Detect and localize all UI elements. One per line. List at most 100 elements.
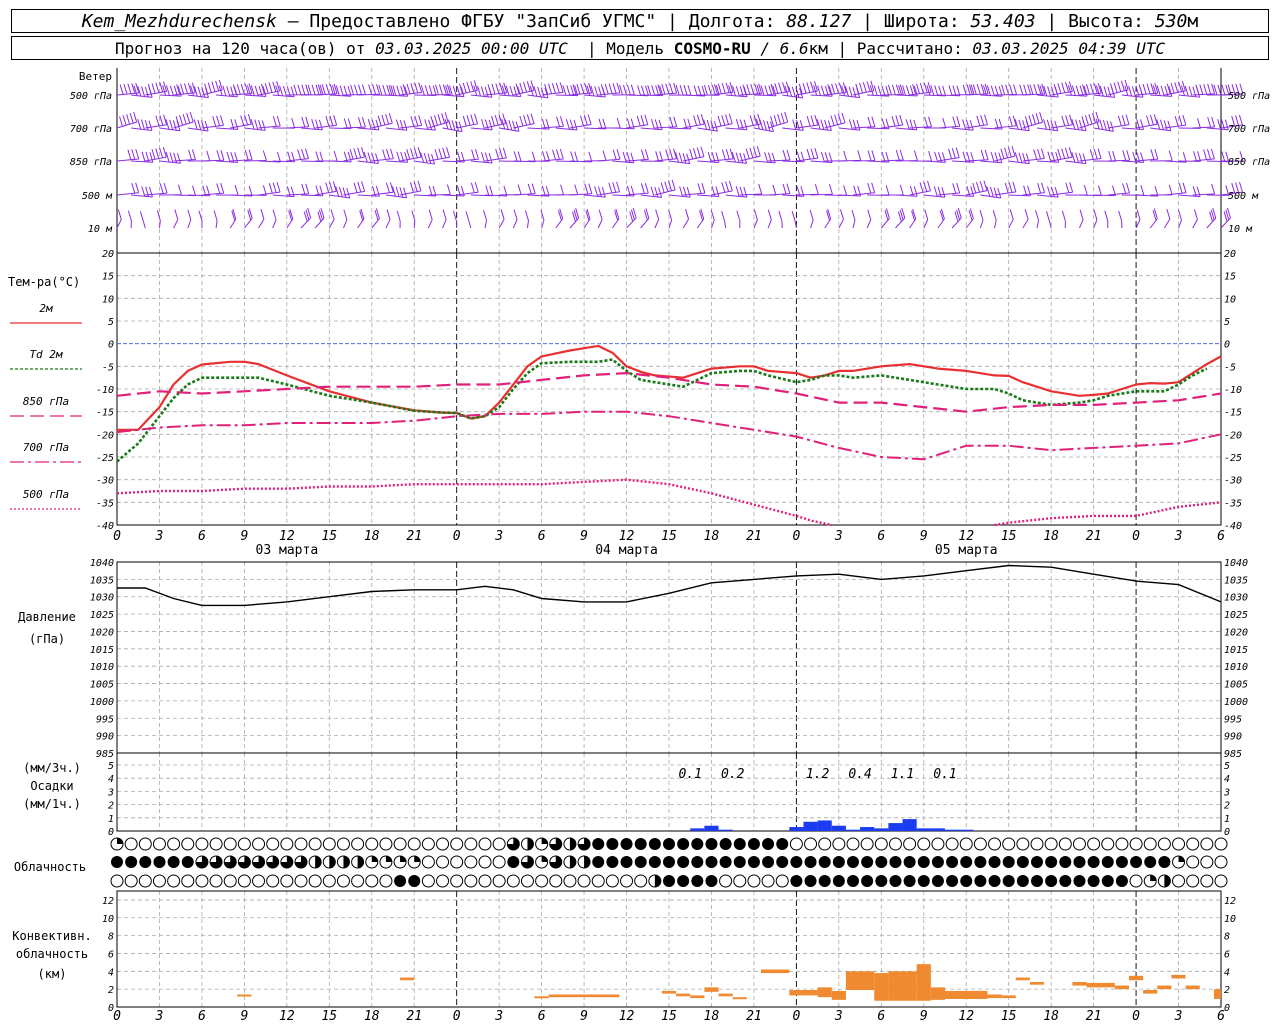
wind-barb-feather (941, 152, 946, 163)
conv-bar-6 (690, 995, 705, 999)
temp-series-5 (994, 501, 1222, 527)
wind-barb-feather (1217, 84, 1222, 96)
wind-barb-feather (997, 187, 1002, 199)
wind-barb-feather (190, 85, 195, 96)
wind-barb-4-32 (569, 208, 580, 229)
wind-barb-feather (372, 84, 377, 95)
wind-barb-0-36 (626, 85, 649, 97)
temp-series-3 (116, 410, 1222, 461)
cloud-sector (1164, 875, 1171, 887)
wind-barb-feather (431, 153, 436, 165)
wind-barb-feather (471, 149, 476, 160)
wind-barb-feather (948, 148, 953, 159)
wind-barb-staff (442, 127, 463, 133)
wind-barb-feather (1035, 113, 1040, 124)
wind-barb-staff (980, 94, 1003, 97)
wind-barb-4-34 (597, 209, 603, 229)
wind-barb-feather (551, 83, 556, 94)
wind-barb-staff (682, 218, 689, 229)
wind-barb-staff (187, 127, 209, 132)
wind-barb-staff (216, 127, 238, 130)
ytick-press-left-7: 1020 (90, 627, 114, 638)
wind-barb-0-74 (1164, 80, 1186, 96)
wind-barb-3-49 (810, 184, 833, 196)
wind-barb-feather (135, 82, 140, 94)
wind-barb-2-2 (145, 147, 167, 162)
cloud-outline (634, 874, 648, 888)
cloud-symbol-2-13 (294, 874, 308, 888)
wind-barb-staff (513, 160, 536, 163)
cloud-fill (960, 875, 973, 887)
wind-barb-feather (838, 82, 843, 94)
cloud-outline (266, 874, 280, 888)
cloud-symbol-2-20 (394, 875, 407, 887)
cloud-symbol-1-19 (379, 855, 393, 869)
cloud-outline (209, 874, 223, 888)
wind-barb-4-3 (156, 210, 161, 229)
wind-barb-4-70 (1104, 210, 1109, 229)
cloud-symbol-0-14 (308, 837, 322, 851)
wind-barb-feather (1008, 116, 1013, 127)
cloud-outline (549, 874, 563, 888)
wind-barb-feather (909, 85, 914, 96)
wind-barb-staff (173, 219, 179, 229)
wind-barb-staff (1079, 121, 1100, 129)
wind-barb-feather (1223, 211, 1228, 222)
wind-barb-feather (1061, 115, 1066, 127)
wind-barb-staff (753, 219, 758, 229)
cloud-symbol-0-37 (634, 838, 647, 850)
cloud-outline (747, 874, 761, 888)
wind-barb-feather (844, 86, 849, 97)
wind-barb-feather (830, 115, 835, 126)
wind-barb-staff (711, 123, 733, 129)
wind-barb-feather (814, 184, 819, 195)
wind-barb-feather (1014, 119, 1019, 130)
xtick-conv-12: 12 (619, 1009, 635, 1024)
wind-barb-staff (1121, 160, 1144, 163)
wind-barb-feather (1182, 182, 1187, 193)
wind-barb-feather (962, 151, 967, 162)
wind-barb-feather (1178, 115, 1183, 126)
wind-barb-4-65 (1035, 210, 1040, 229)
wind-barb-3-36 (626, 182, 649, 196)
wind-barb-0-48 (796, 80, 818, 96)
wind-barb-feather (137, 85, 142, 97)
wind-barb-feather (368, 84, 373, 95)
wind-barb-feather (529, 85, 534, 96)
wind-barb-feather (887, 84, 892, 95)
wind-barb-staff (640, 194, 662, 198)
wind-barb-staff (1008, 160, 1030, 165)
wind-barb-1-32 (569, 114, 592, 129)
wind-barb-staff (867, 160, 889, 163)
wind-barb-feather (557, 210, 562, 221)
ytick-precip-right-1: 1 (1224, 814, 1230, 825)
wind-barb-feather (559, 148, 564, 160)
wind-barb-staff (343, 126, 366, 129)
wind-barb-1-22 (428, 112, 449, 129)
wind-barb-feather (725, 82, 730, 93)
wind-barb-staff (513, 90, 535, 96)
wind-barb-feather (575, 208, 580, 219)
wind-barb-staff (541, 219, 545, 229)
wind-barb-feather (956, 85, 961, 96)
wind-barb-staff (470, 127, 493, 131)
pressure-title: Давление (18, 610, 76, 624)
temp-legend-label-4: 500 гПа (23, 488, 69, 501)
wind-barb-1-10 (258, 115, 281, 129)
wind-barb-feather (474, 182, 479, 193)
wind-barb-feather (913, 186, 918, 197)
wind-barb-1-36 (626, 114, 649, 129)
precip-bar-6 (831, 825, 846, 831)
wind-barb-feather (1182, 152, 1187, 163)
wind-barb-feather (320, 207, 325, 219)
cloud-fill (592, 838, 605, 850)
wind-title: Ветер (79, 70, 112, 83)
cloud-symbol-1-68 (1073, 856, 1086, 868)
cloud-symbol-1-9 (237, 855, 251, 869)
wind-barb-feather (942, 85, 947, 97)
cloud-symbol-2-57 (917, 875, 930, 887)
wind-barb-feather (813, 85, 818, 96)
wind-barb-staff (329, 194, 350, 199)
wind-barb-feather (458, 83, 463, 94)
wind-barb-1-23 (442, 118, 463, 133)
